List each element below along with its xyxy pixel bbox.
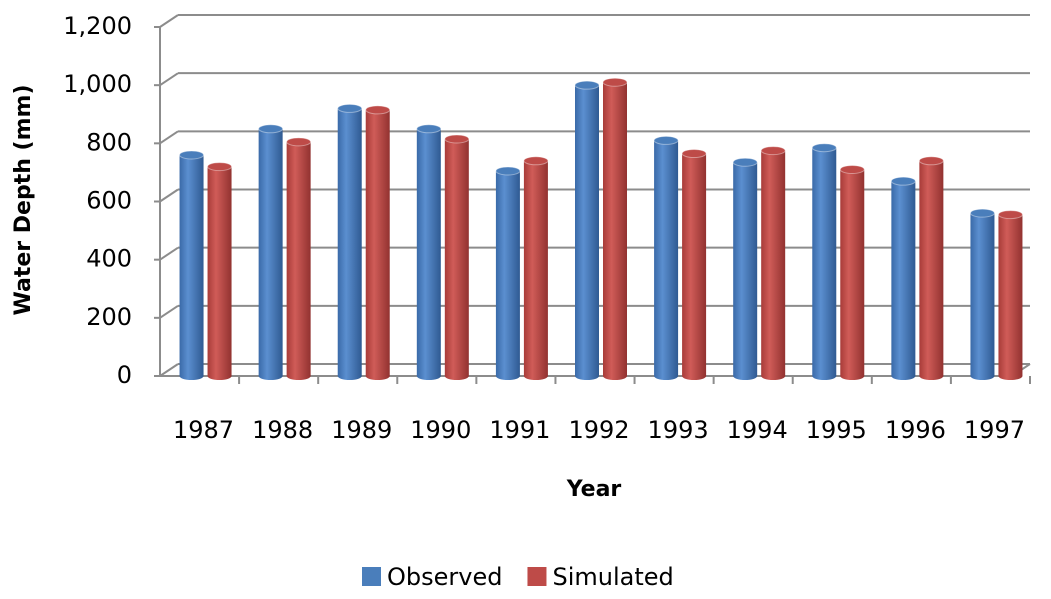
y-tick-label: 0: [117, 361, 132, 389]
bar: [891, 181, 916, 380]
legend-label: Observed: [387, 563, 502, 591]
bar-top: [811, 143, 837, 153]
bar: [919, 160, 944, 380]
x-tick-label: 1997: [964, 416, 1025, 444]
x-tick-label: 1995: [806, 416, 867, 444]
bar-top: [918, 156, 944, 166]
bar-top: [653, 135, 679, 145]
bar: [258, 128, 283, 380]
bar: [444, 138, 469, 380]
bar: [575, 85, 599, 381]
y-tick-label: 400: [86, 245, 132, 273]
grid-slant: [159, 72, 179, 86]
bar-top: [523, 156, 549, 166]
bar-top: [179, 150, 205, 160]
bar-top: [574, 80, 600, 90]
y-axis-title: Water Depth (mm): [11, 85, 36, 316]
grid-slant: [159, 246, 179, 261]
bar-top: [602, 77, 628, 87]
grid-slant: [159, 363, 179, 377]
bar-top: [207, 162, 233, 172]
bar-top: [997, 210, 1023, 220]
bar: [286, 141, 311, 380]
y-tick-label: 600: [86, 187, 132, 215]
x-tick-label: 1992: [568, 416, 629, 444]
bar-top: [258, 124, 284, 134]
bar: [603, 82, 627, 380]
bar-top: [444, 134, 470, 144]
bar: [523, 160, 548, 380]
bar-top: [732, 157, 758, 167]
bar-top: [286, 137, 312, 147]
bar: [761, 150, 786, 380]
bar: [207, 166, 232, 380]
bar: [682, 153, 707, 380]
y-tick-label: 1,200: [63, 12, 132, 40]
bar: [179, 154, 204, 380]
grid-slant: [159, 130, 179, 145]
bar-top: [365, 105, 391, 115]
bar-top: [760, 146, 786, 156]
x-tick-label: 1994: [727, 416, 788, 444]
x-tick-label: 1993: [648, 416, 709, 444]
bar-top: [416, 124, 442, 134]
x-axis-title: Year: [566, 477, 622, 502]
grid-slant: [159, 305, 179, 319]
bar: [840, 169, 865, 380]
bar: [970, 213, 995, 380]
x-tick-label: 1989: [331, 416, 392, 444]
y-tick-label: 800: [86, 128, 132, 156]
bar-top: [495, 166, 521, 176]
x-tick-label: 1988: [252, 416, 313, 444]
bar-top: [337, 103, 363, 113]
x-tick-label: 1987: [173, 416, 234, 444]
grid-slant: [159, 14, 179, 28]
bar-top: [890, 176, 916, 186]
y-tick-label: 200: [86, 303, 132, 331]
x-tick-label: 1996: [885, 416, 946, 444]
legend-swatch: [527, 567, 547, 586]
bar-top: [969, 208, 995, 218]
legend-label: Simulated: [552, 563, 673, 591]
bar: [812, 147, 837, 380]
bar: [416, 128, 441, 380]
x-tick-label: 1990: [410, 416, 471, 444]
bar: [365, 109, 390, 380]
bar: [654, 140, 679, 380]
bar-top: [681, 149, 707, 159]
bar: [337, 108, 362, 380]
bar: [495, 170, 520, 380]
legend-swatch: [362, 567, 381, 586]
grid-slant: [159, 188, 179, 203]
y-tick-label: 1,000: [63, 70, 132, 98]
bar: [998, 214, 1023, 380]
x-tick-label: 1991: [489, 416, 550, 444]
bar-top: [839, 165, 865, 175]
bar: [733, 162, 758, 380]
